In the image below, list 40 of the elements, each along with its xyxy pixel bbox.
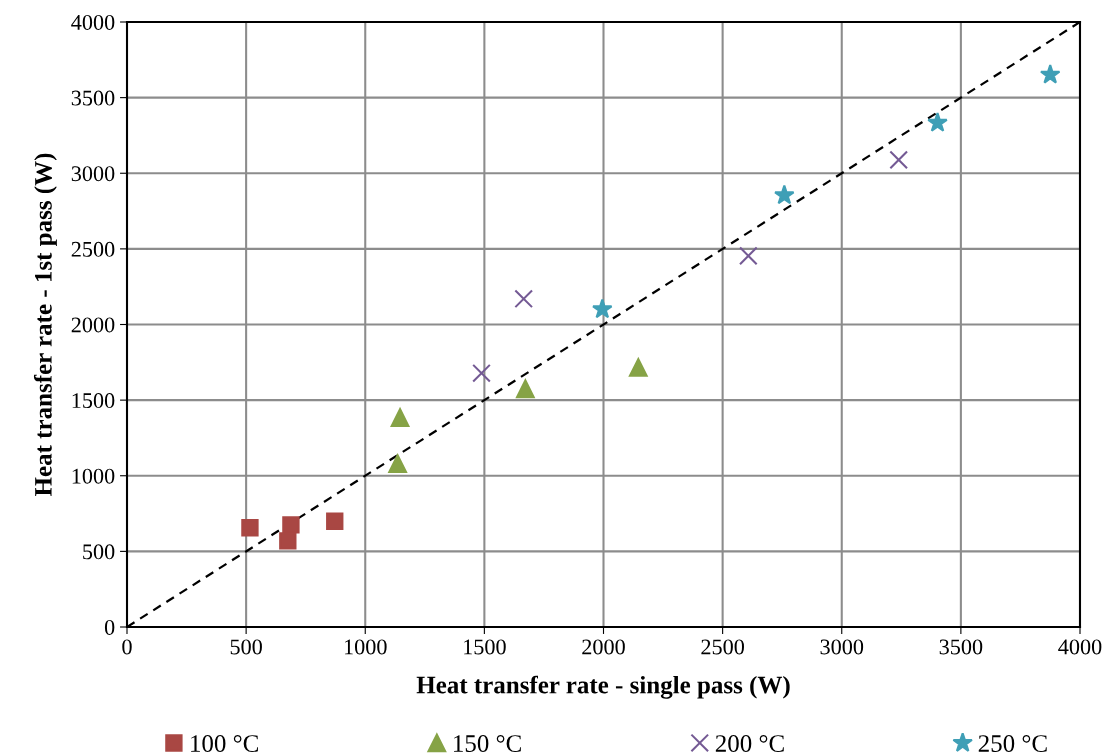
point: [326, 512, 344, 530]
y-tick-label: 4000: [71, 14, 115, 30]
y-tick-label: 0: [104, 619, 115, 635]
point: [889, 150, 909, 170]
point: [514, 289, 534, 309]
point: [241, 519, 259, 537]
x-tick-label: 500: [230, 639, 262, 655]
point: [472, 363, 491, 383]
legend-label: 100 °C: [191, 735, 258, 752]
y-tick-label: 3500: [71, 90, 115, 106]
x-tick-label: 1000: [344, 639, 387, 655]
y-tick-label: 2500: [71, 241, 115, 257]
point: [1039, 64, 1061, 84]
point: [628, 358, 648, 377]
point: [592, 298, 613, 319]
x-tick-label: 0: [122, 639, 132, 655]
point: [282, 516, 300, 534]
x-tick-label: 4000: [1058, 639, 1102, 655]
y-axis-title: Heat transfer rate - 1st pass (W): [33, 153, 57, 497]
point: [774, 184, 795, 205]
point: [515, 379, 535, 399]
point: [390, 408, 410, 427]
point: [927, 112, 948, 132]
x-tick-label: 1500: [464, 639, 506, 655]
point: [388, 454, 408, 474]
y-tick-label: 1000: [72, 468, 115, 484]
x-tick-label: 2000: [582, 639, 625, 655]
x-axis-title: Heat transfer rate - single pass (W): [416, 675, 790, 699]
y-tick-label: 500: [83, 544, 115, 560]
point: [738, 246, 758, 266]
y-tick-label: 1500: [72, 393, 115, 409]
y-tick-label: 3000: [71, 166, 115, 182]
y-tick-label: 2000: [71, 317, 115, 333]
x-tick-label: 3000: [820, 639, 864, 655]
point: [279, 532, 297, 550]
x-tick-label: 2500: [701, 639, 744, 655]
legend-label: 150 °C: [454, 735, 521, 752]
legend-label: 200 °C: [715, 735, 784, 752]
x-tick-label: 3500: [939, 639, 983, 655]
legend-label: 250 °C: [978, 735, 1047, 752]
